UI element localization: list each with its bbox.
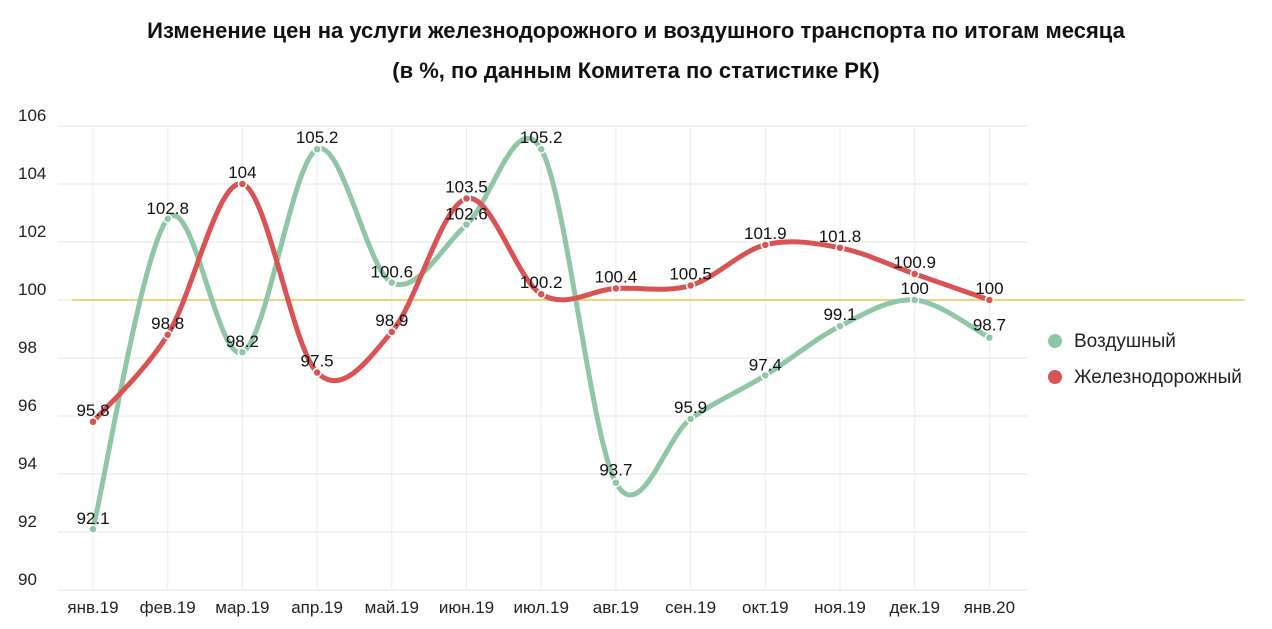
data-point-air	[237, 347, 248, 357]
data-label-rail: 101.8	[819, 227, 862, 246]
data-point-rail	[984, 295, 995, 305]
data-label-rail: 100.5	[669, 265, 712, 284]
x-tick-label: апр.19	[291, 598, 343, 617]
legend-item-air: Воздушный	[1048, 331, 1176, 353]
x-tick-label: окт.19	[742, 598, 789, 617]
y-tick-label: 104	[18, 164, 46, 183]
x-tick-label: фев.19	[140, 598, 196, 617]
data-label-rail: 101.9	[744, 224, 787, 243]
data-label-air: 105.2	[520, 128, 563, 147]
x-tick-label: авг.19	[593, 598, 639, 617]
x-tick-label: дек.19	[889, 598, 939, 617]
y-tick-label: 100	[18, 280, 46, 299]
data-label-air: 98.7	[973, 316, 1006, 335]
data-label-rail: 103.5	[445, 178, 488, 197]
data-point-rail	[162, 330, 173, 340]
data-label-air: 102.6	[445, 205, 488, 224]
data-point-air	[387, 277, 397, 288]
data-label-rail: 104	[228, 163, 256, 182]
x-tick-label: сен.19	[665, 598, 716, 617]
legend-label-air: Воздушный	[1074, 331, 1176, 352]
data-point-air	[461, 219, 472, 230]
data-point-air	[312, 144, 322, 154]
data-label-air: 97.4	[749, 355, 782, 374]
data-label-air: 102.8	[146, 199, 189, 218]
data-label-rail: 100	[975, 279, 1003, 298]
data-label-air: 100.6	[371, 263, 414, 282]
data-point-air	[162, 214, 173, 224]
data-point-air	[760, 370, 771, 381]
data-label-rail: 95.8	[76, 401, 109, 420]
data-label-air: 95.9	[674, 398, 707, 417]
data-point-air	[685, 414, 696, 424]
chart-title: Изменение цен на услуги железнодорожного…	[147, 18, 1125, 43]
y-tick-label: 92	[18, 512, 37, 531]
data-point-rail	[536, 289, 546, 299]
data-point-rail	[237, 179, 248, 189]
data-point-rail	[685, 280, 696, 291]
series-line-air	[90, 136, 992, 532]
data-label-air: 92.1	[76, 509, 109, 528]
legend-label-rail: Железнодорожный	[1074, 367, 1242, 388]
data-point-rail	[909, 269, 920, 279]
data-point-air	[611, 477, 621, 488]
y-tick-label: 98	[18, 338, 37, 357]
legend-swatch-air	[1048, 334, 1062, 348]
data-label-rail: 100.9	[893, 253, 936, 272]
x-tick-label: июн.19	[439, 598, 494, 617]
data-point-rail	[760, 240, 771, 250]
y-tick-label: 96	[18, 396, 37, 415]
y-tick-label: 106	[18, 106, 46, 125]
data-label-air: 99.1	[823, 305, 856, 324]
y-tick-label: 90	[18, 570, 37, 589]
data-point-air	[909, 295, 920, 305]
data-point-rail	[312, 367, 322, 378]
data-point-rail	[611, 283, 621, 294]
data-label-rail: 100.2	[520, 273, 563, 292]
data-label-air: 98.2	[226, 332, 259, 351]
y-tick-label: 102	[18, 222, 46, 241]
data-label-rail: 97.5	[301, 352, 334, 371]
data-label-air: 93.7	[599, 461, 632, 480]
x-tick-label: ноя.19	[814, 598, 866, 617]
data-point-air	[835, 321, 845, 331]
data-point-air	[536, 144, 546, 154]
x-tick-label: янв.20	[964, 598, 1015, 617]
data-label-rail: 100.4	[595, 267, 638, 286]
data-point-rail	[835, 243, 845, 253]
chart-subtitle: (в %, по данным Комитета по статистике Р…	[392, 58, 880, 83]
series-line-rail	[90, 181, 992, 425]
data-label-air: 105.2	[296, 128, 339, 147]
x-tick-label: июл.19	[513, 598, 568, 617]
data-point-air	[984, 332, 995, 343]
data-label-air: 100	[901, 279, 929, 298]
data-point-rail	[461, 193, 472, 204]
legend-swatch-rail	[1048, 370, 1062, 384]
legend-item-rail: Железнодорожный	[1048, 367, 1242, 389]
data-point-rail	[88, 417, 98, 427]
data-point-rail	[387, 327, 397, 337]
data-point-air	[88, 524, 98, 534]
data-label-rail: 98.8	[151, 314, 184, 333]
x-tick-label: мар.19	[215, 598, 269, 617]
y-tick-label: 94	[18, 454, 37, 473]
x-tick-label: янв.19	[67, 598, 118, 617]
x-tick-label: май.19	[365, 598, 419, 617]
data-label-rail: 98.9	[375, 311, 408, 330]
